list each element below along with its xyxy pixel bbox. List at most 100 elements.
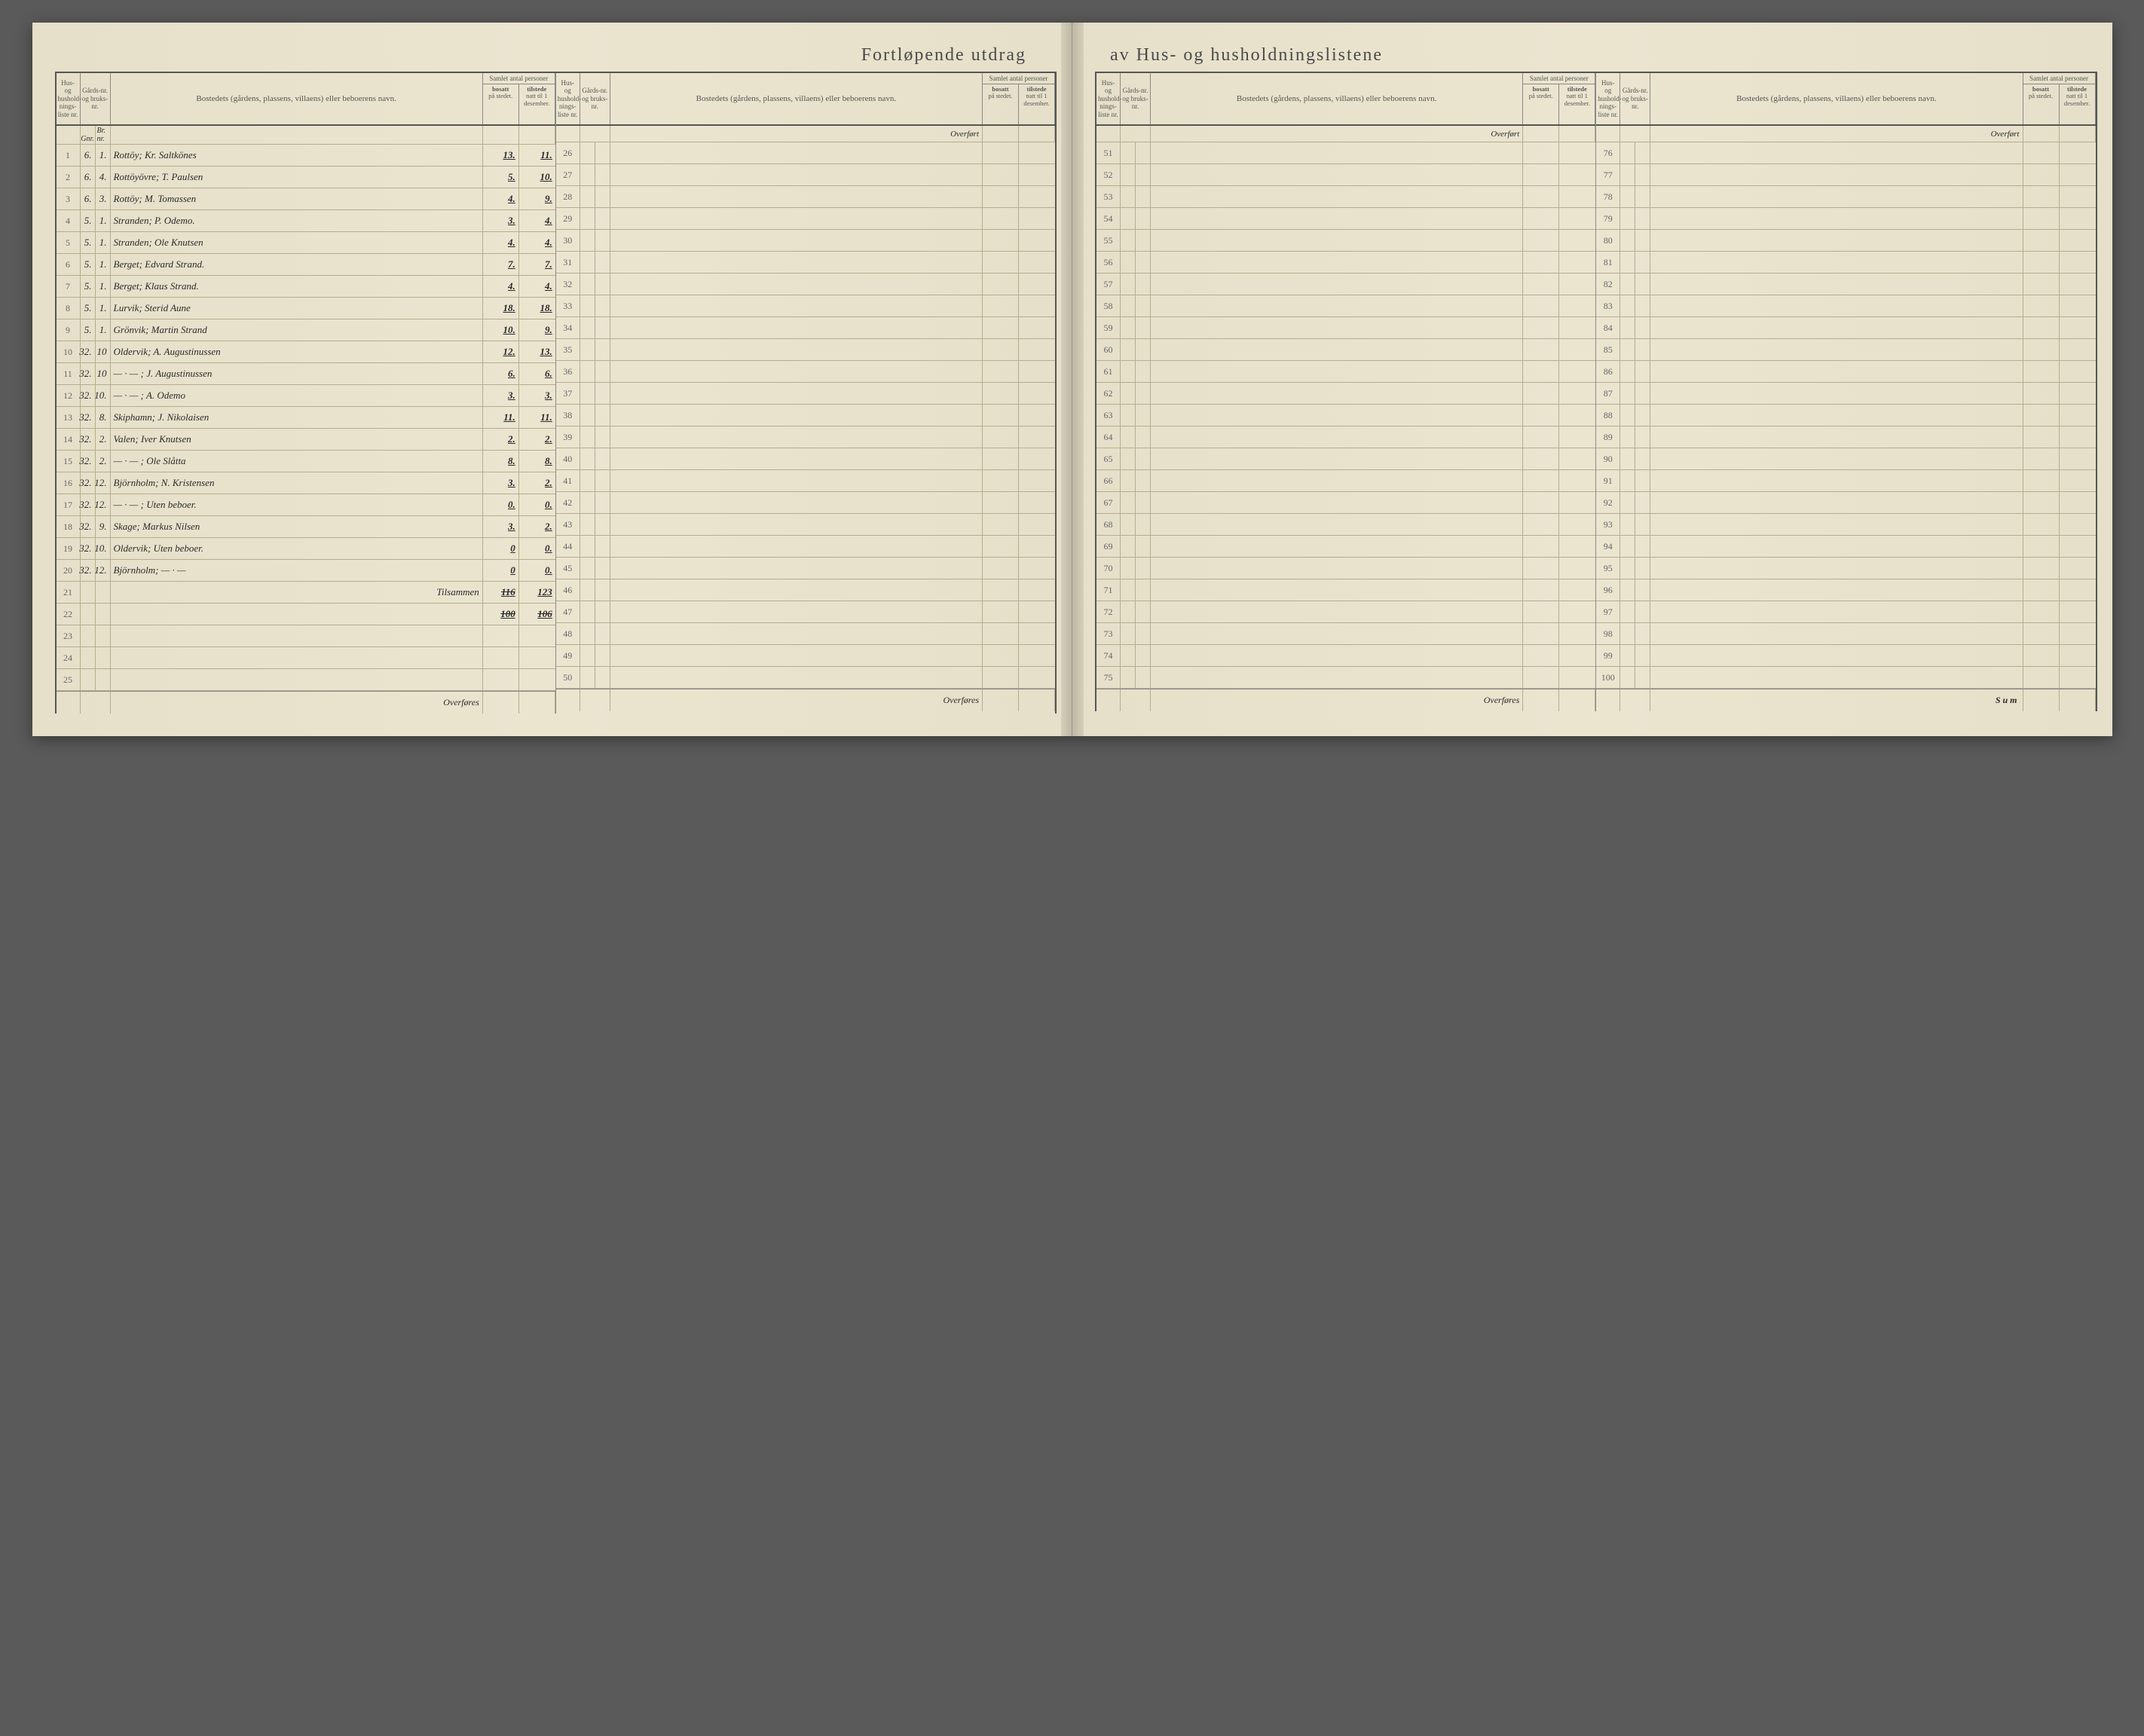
row-number: 26: [556, 142, 580, 164]
cell-bosatt: 13.: [483, 145, 519, 166]
table-row: 17 32. 12. — · — ; Uten beboer. 0. 0.: [57, 494, 555, 516]
row-number: 66: [1096, 470, 1121, 491]
row-number: 2: [57, 167, 81, 188]
row-number: 94: [1596, 536, 1620, 557]
cell-tilstede: [1559, 142, 1595, 164]
table-row: 93: [1596, 514, 2095, 536]
cell-bnr: 12.: [96, 494, 111, 515]
cell-bostedet: [610, 667, 983, 688]
cell-bosatt: [983, 623, 1019, 644]
cell-bostedet: — · — ; Uten beboer.: [111, 494, 483, 515]
col-header-samlet: Samlet antal personer bosattpå stedet. t…: [1523, 73, 1595, 124]
row-number: 3: [57, 188, 81, 209]
cell-gnr: 32.: [81, 451, 96, 472]
cell-tilstede: [1559, 514, 1595, 535]
table-row: 98: [1596, 623, 2095, 645]
row-number: 31: [556, 252, 580, 273]
cell-bostedet: [610, 558, 983, 579]
cell-gnr: 32.: [81, 516, 96, 537]
cell-bosatt: 3.: [483, 210, 519, 231]
cell-bosatt: [1523, 470, 1559, 491]
cell-bostedet: [1151, 361, 1523, 382]
cell-tilstede: [1019, 514, 1055, 535]
row-number: 21: [57, 582, 81, 603]
row-number: 92: [1596, 492, 1620, 513]
cell-bosatt: [1523, 164, 1559, 185]
cell-tilstede: 9.: [519, 319, 555, 341]
cell-bosatt: 6.: [483, 363, 519, 384]
row-number: 78: [1596, 186, 1620, 207]
cell-bnr: [1635, 383, 1650, 404]
row-number: 88: [1596, 405, 1620, 426]
cell-tilstede: [2060, 558, 2096, 579]
row-number: 25: [57, 669, 81, 690]
cell-tilstede: [1019, 339, 1055, 360]
cell-bostedet: [1151, 405, 1523, 426]
cell-bnr: [1635, 361, 1650, 382]
row-number: 44: [556, 536, 580, 557]
cell-tilstede: 0.: [519, 538, 555, 559]
table-row: 28: [556, 186, 1055, 208]
cell-gnr: [1121, 426, 1136, 448]
cell-bosatt: [983, 601, 1019, 622]
cell-bostedet: Valen; Iver Knutsen: [111, 429, 483, 450]
cell-gnr: [1620, 470, 1635, 491]
cell-bostedet: — · — ; J. Augustinussen: [111, 363, 483, 384]
cell-tilstede: [1559, 426, 1595, 448]
cell-bosatt: [1523, 426, 1559, 448]
row-number: 13: [57, 407, 81, 428]
cell-bosatt: [983, 492, 1019, 513]
cell-tilstede: [1019, 536, 1055, 557]
cell-tilstede: [1559, 317, 1595, 338]
cell-bnr: [1136, 317, 1151, 338]
cell-gnr: [1620, 579, 1635, 601]
samlet-title: Samlet antal personer: [983, 73, 1054, 84]
row-number: 28: [556, 186, 580, 207]
cell-bostedet: Rottöy; Kr. Saltkönes: [111, 145, 483, 166]
table-row: 84: [1596, 317, 2095, 339]
cell-bosatt: [1523, 230, 1559, 251]
table-row: 67: [1096, 492, 1595, 514]
cell-tilstede: [2060, 448, 2096, 469]
table-row: 13 32. 8. Skiphamn; J. Nikolaisen 11. 11…: [57, 407, 555, 429]
cell-bosatt: [2023, 164, 2060, 185]
cell-bostedet: [610, 426, 983, 448]
cell-bnr: [595, 230, 610, 251]
table-row: 44: [556, 536, 1055, 558]
cell-gnr: [1121, 230, 1136, 251]
cell-tilstede: [2060, 339, 2096, 360]
row-number: 80: [1596, 230, 1620, 251]
cell-tilstede: [2060, 470, 2096, 491]
cell-bostedet: [610, 470, 983, 491]
table-row: 40: [556, 448, 1055, 470]
cell-tilstede: 11.: [519, 145, 555, 166]
cell-bnr: [1136, 645, 1151, 666]
cell-bosatt: 3.: [483, 472, 519, 494]
cell-bosatt: 116: [483, 582, 519, 603]
cell-gnr: [580, 667, 595, 688]
cell-bosatt: [983, 361, 1019, 382]
cell-bosatt: [2023, 252, 2060, 273]
cell-bosatt: [1523, 492, 1559, 513]
cell-bostedet: [1151, 252, 1523, 273]
cell-tilstede: [2060, 383, 2096, 404]
cell-bosatt: [483, 647, 519, 668]
row-number: 9: [57, 319, 81, 341]
cell-tilstede: [519, 669, 555, 690]
samlet-title: Samlet antal personer: [1523, 73, 1595, 84]
table-row: 62: [1096, 383, 1595, 405]
cell-gnr: [1620, 536, 1635, 557]
cell-bnr: 2.: [96, 451, 111, 472]
row-number: 42: [556, 492, 580, 513]
cell-tilstede: 8.: [519, 451, 555, 472]
cell-gnr: [580, 383, 595, 404]
cell-bosatt: [1523, 186, 1559, 207]
cell-gnr: [1620, 317, 1635, 338]
table-row: 69: [1096, 536, 1595, 558]
cell-tilstede: [1559, 208, 1595, 229]
table-row: 26: [556, 142, 1055, 164]
cell-gnr: [1121, 295, 1136, 316]
cell-bostedet: Björnholm; N. Kristensen: [111, 472, 483, 494]
cell-bosatt: [2023, 361, 2060, 382]
table-row: 32: [556, 274, 1055, 295]
